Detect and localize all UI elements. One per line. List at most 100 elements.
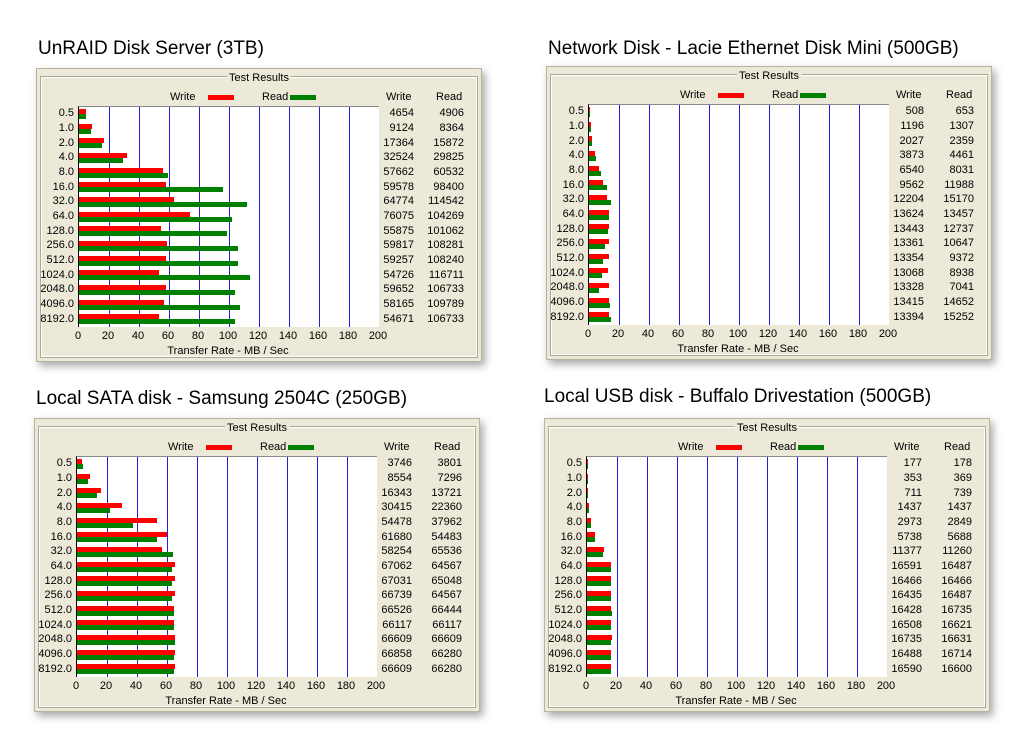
bar-write <box>587 488 589 494</box>
bar-read <box>79 128 92 134</box>
plot-area <box>586 456 887 677</box>
block-size-label: 0.5 <box>56 457 72 470</box>
read-value: 8031 <box>949 163 974 176</box>
bar-read <box>589 302 611 308</box>
legend-write-swatch <box>716 445 742 450</box>
write-value: 13443 <box>893 222 924 235</box>
write-value: 13354 <box>893 251 924 264</box>
bar-read <box>79 172 168 178</box>
read-value: 2359 <box>949 134 974 147</box>
chart-panel: Test Results Write Read Write Read 0 20 40 60 80 1… <box>36 68 482 362</box>
bar-read <box>589 214 609 220</box>
read-value: 66117 <box>432 618 462 631</box>
read-value: 369 <box>953 471 972 484</box>
x-tick-label: 0 <box>582 680 590 692</box>
block-size-label: 128.0 <box>46 224 74 237</box>
bar-write <box>587 591 612 596</box>
bar-write <box>77 517 157 523</box>
read-value: 13721 <box>431 486 462 499</box>
write-value: 13394 <box>893 310 924 323</box>
write-value: 8554 <box>387 471 412 484</box>
chart-title: Local SATA disk - Samsung 2504C (250GB) <box>36 388 408 409</box>
gridline <box>799 105 800 325</box>
block-size-label: 16.0 <box>560 530 582 543</box>
bar-write <box>589 297 609 303</box>
block-size-label: 1024.0 <box>548 618 582 631</box>
x-tick-label: 180 <box>336 680 356 692</box>
read-value: 106733 <box>427 283 464 296</box>
read-value: 8364 <box>439 121 464 134</box>
write-value: 16435 <box>891 589 922 602</box>
bar-read <box>587 669 612 675</box>
bar-read <box>589 258 603 264</box>
block-size-label: 32.0 <box>562 193 584 206</box>
chart-title: Local USB disk - Buffalo Drivestation (5… <box>544 386 932 407</box>
read-value: 64567 <box>431 589 462 602</box>
read-value: 4906 <box>439 107 464 120</box>
bar-read <box>79 246 238 251</box>
bar-read <box>589 156 596 161</box>
bar-write <box>79 182 167 188</box>
bar-write <box>77 488 101 494</box>
gridline <box>197 457 198 677</box>
write-value: 4654 <box>389 107 414 120</box>
block-size-label: 4.0 <box>56 501 72 514</box>
gridline <box>257 457 258 677</box>
bar-write <box>79 167 164 173</box>
x-tick-label: 160 <box>306 680 326 692</box>
block-size-label: 64.0 <box>560 559 582 572</box>
bar-write <box>79 153 127 158</box>
gridline <box>227 457 228 677</box>
bar-write <box>77 547 163 552</box>
read-value: 14652 <box>943 295 974 308</box>
read-value: 653 <box>955 105 974 118</box>
block-size-label: 32.0 <box>560 545 582 558</box>
bar-write <box>77 576 176 582</box>
block-size-label: 1024.0 <box>550 266 584 279</box>
legend-write-label: Write <box>168 441 194 453</box>
bar-read <box>589 200 612 205</box>
gridline <box>709 105 710 325</box>
x-tick-label: 200 <box>368 330 388 342</box>
write-value: 59578 <box>383 180 414 193</box>
gridline <box>349 107 350 327</box>
bar-read <box>79 114 87 119</box>
bar-read <box>587 566 612 572</box>
gridline <box>737 457 738 677</box>
read-value: 116711 <box>428 268 464 281</box>
read-value: 5688 <box>947 530 972 543</box>
read-value: 108281 <box>427 239 464 252</box>
bar-write <box>77 459 83 464</box>
legend-write-label: Write <box>678 441 704 453</box>
bar-write <box>589 283 609 288</box>
write-value: 1196 <box>900 119 924 132</box>
read-value: 66609 <box>431 633 462 646</box>
read-value: 114542 <box>428 195 464 208</box>
bar-write <box>79 226 161 232</box>
bar-read <box>587 654 612 660</box>
chart-title: Network Disk - Lacie Ethernet Disk Mini … <box>548 38 959 59</box>
bar-write <box>589 165 599 171</box>
bar-read <box>587 640 612 645</box>
bar-read <box>79 304 240 310</box>
block-size-label: 4.0 <box>566 501 582 514</box>
read-value: 64567 <box>431 559 462 572</box>
bar-read <box>77 522 133 528</box>
block-size-label: 2.0 <box>58 136 74 149</box>
read-value: 15170 <box>943 193 974 206</box>
x-tick-label: 40 <box>131 330 145 342</box>
bar-read <box>589 317 612 323</box>
legend-write-label: Write <box>680 89 706 101</box>
bar-read <box>79 202 247 207</box>
write-value: 61680 <box>381 530 412 543</box>
gridline <box>677 457 678 677</box>
x-tick-label: 140 <box>276 680 296 692</box>
block-size-label: 64.0 <box>52 209 74 222</box>
read-value: 11988 <box>944 178 974 191</box>
block-size-label: 8.0 <box>568 163 584 176</box>
write-value: 13624 <box>893 207 924 220</box>
block-size-label: 4096.0 <box>40 297 74 310</box>
write-value: 67062 <box>381 559 412 572</box>
read-value: 65536 <box>431 545 462 558</box>
bar-write <box>589 107 590 112</box>
